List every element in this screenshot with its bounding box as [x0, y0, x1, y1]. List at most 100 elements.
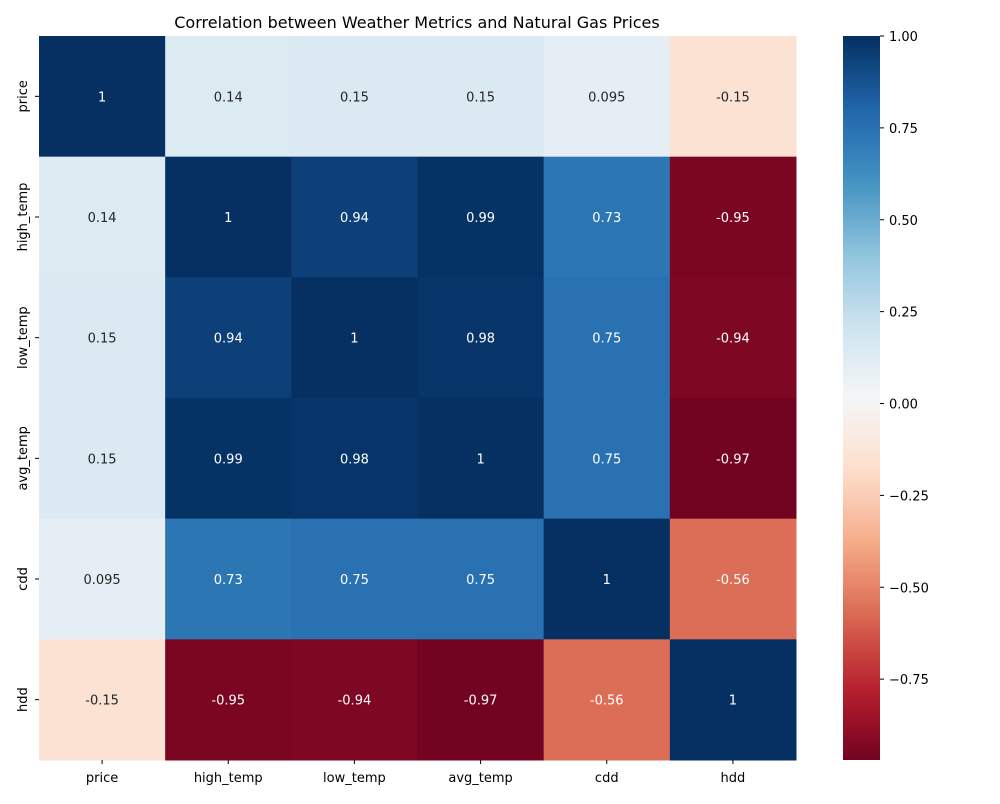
cell-annotation: -0.97 [464, 694, 498, 709]
heatmap-cell-cdd-price [39, 518, 166, 640]
heatmap-cell-price-price [39, 36, 166, 158]
cell-annotation: 0.73 [592, 211, 621, 226]
cell-annotation: 0.14 [214, 90, 243, 105]
cell-annotation: 0.15 [466, 90, 495, 105]
cell-annotation: 0.095 [588, 90, 625, 105]
colorbar-tick-label: −0.75 [889, 673, 929, 688]
cell-annotation: -0.94 [338, 694, 372, 709]
cell-annotation: 0.98 [466, 332, 495, 347]
y-tick-label: high_temp [16, 183, 31, 252]
heatmap-cell-avg_temp-high_temp [165, 398, 292, 520]
heatmap-cell-hdd-cdd [543, 639, 671, 761]
heatmap-cell-hdd-hdd [669, 639, 797, 761]
cell-annotation: -0.15 [85, 694, 119, 709]
heatmap-cell-price-hdd [669, 36, 797, 158]
cell-annotation: 0.15 [88, 452, 117, 467]
heatmap-cell-cdd-cdd [543, 518, 671, 640]
x-tick-label: high_temp [194, 771, 263, 786]
cell-annotation: -0.97 [716, 452, 750, 467]
heatmap-cell-high_temp-price [39, 156, 166, 278]
x-tick-label: price [86, 771, 118, 786]
cell-annotation: -0.56 [590, 694, 624, 709]
cell-annotation: 0.99 [466, 211, 495, 226]
y-tick-label: low_temp [16, 306, 31, 369]
x-tick-label: cdd [595, 771, 619, 786]
colorbar-tick-label: 1.00 [889, 30, 918, 45]
y-tick-label: cdd [16, 567, 31, 591]
cell-annotation: -0.15 [716, 90, 750, 105]
heatmap-cell-avg_temp-hdd [669, 398, 797, 520]
colorbar: 1.00 0.75 0.50 0.25 0.00 −0.25 −0.50 −0.75 [843, 30, 929, 760]
cell-annotation: 1 [603, 573, 611, 588]
colorbar-tick-label: −0.25 [889, 489, 929, 504]
cell-annotation: 0.99 [214, 452, 243, 467]
heatmap-cells [39, 36, 797, 761]
cell-annotation: -0.56 [716, 573, 750, 588]
cell-annotation: 0.94 [340, 211, 369, 226]
heatmap-cell-low_temp-avg_temp [417, 277, 545, 399]
heatmap-cell-hdd-price [39, 639, 166, 761]
chart-title: Correlation between Weather Metrics and … [174, 13, 659, 32]
heatmap-cell-cdd-avg_temp [417, 518, 545, 640]
cell-annotation: 1 [729, 694, 737, 709]
cell-annotation: 0.14 [88, 211, 117, 226]
heatmap-cell-low_temp-low_temp [291, 277, 418, 399]
x-tick-label: avg_temp [448, 771, 512, 786]
cell-annotation: 1 [98, 90, 106, 105]
heatmap-cell-high_temp-cdd [543, 156, 671, 278]
colorbar-tick-label: 0.00 [889, 398, 918, 413]
heatmap-cell-high_temp-avg_temp [417, 156, 545, 278]
cell-annotation: 0.75 [592, 332, 621, 347]
cell-annotation: 0.15 [340, 90, 369, 105]
colorbar-tick-label: 0.75 [889, 122, 918, 137]
heatmap-cell-price-avg_temp [417, 36, 545, 158]
heatmap-cell-price-cdd [543, 36, 671, 158]
cell-annotation: 1 [476, 452, 484, 467]
y-tick-label: price [16, 80, 31, 112]
y-tick-label: avg_temp [16, 426, 31, 490]
cell-annotation: 0.75 [340, 573, 369, 588]
colorbar-gradient [843, 36, 880, 760]
heatmap-cell-avg_temp-avg_temp [417, 398, 545, 520]
cell-annotation: -0.94 [716, 332, 750, 347]
x-tick-label: hdd [721, 771, 746, 786]
heatmap-cell-low_temp-high_temp [165, 277, 292, 399]
cell-annotation: 0.75 [466, 573, 495, 588]
heatmap-cell-cdd-high_temp [165, 518, 292, 640]
x-axis: price high_temp low_temp avg_temp cdd hdd [86, 760, 745, 786]
cell-annotation: 0.94 [214, 332, 243, 347]
colorbar-tick-label: −0.50 [889, 581, 929, 596]
heatmap-cell-price-low_temp [291, 36, 418, 158]
heatmap-cell-avg_temp-low_temp [291, 398, 418, 520]
heatmap-cell-high_temp-hdd [669, 156, 797, 278]
cell-annotation: 0.15 [88, 332, 117, 347]
heatmap-cell-hdd-low_temp [291, 639, 418, 761]
heatmap-cell-low_temp-price [39, 277, 166, 399]
heatmap-cell-cdd-hdd [669, 518, 797, 640]
colorbar-tick-label: 0.50 [889, 214, 918, 229]
heatmap-cell-high_temp-high_temp [165, 156, 292, 278]
cell-annotation: 0.095 [83, 573, 120, 588]
heatmap-cell-hdd-high_temp [165, 639, 292, 761]
heatmap-cell-low_temp-cdd [543, 277, 671, 399]
heatmap-cell-avg_temp-price [39, 398, 166, 520]
cell-annotation: 0.98 [340, 452, 369, 467]
cell-annotation: -0.95 [716, 211, 750, 226]
heatmap-cell-hdd-avg_temp [417, 639, 545, 761]
cell-annotation: -0.95 [211, 694, 245, 709]
colorbar-tick-label: 0.25 [889, 306, 918, 321]
heatmap-cell-high_temp-low_temp [291, 156, 418, 278]
heatmap-cell-price-high_temp [165, 36, 292, 158]
heatmap-cell-cdd-low_temp [291, 518, 418, 640]
y-tick-label: hdd [16, 687, 31, 712]
cell-annotation: 1 [224, 211, 232, 226]
cell-annotation: 0.75 [592, 452, 621, 467]
heatmap-cell-low_temp-hdd [669, 277, 797, 399]
x-tick-label: low_temp [323, 771, 386, 786]
heatmap-annotations: 1 0.14 0.15 0.15 0.095 -0.15 0.14 1 0.94 0.99 0.73… [83, 90, 749, 708]
cell-annotation: 1 [350, 332, 358, 347]
cell-annotation: 0.73 [214, 573, 243, 588]
